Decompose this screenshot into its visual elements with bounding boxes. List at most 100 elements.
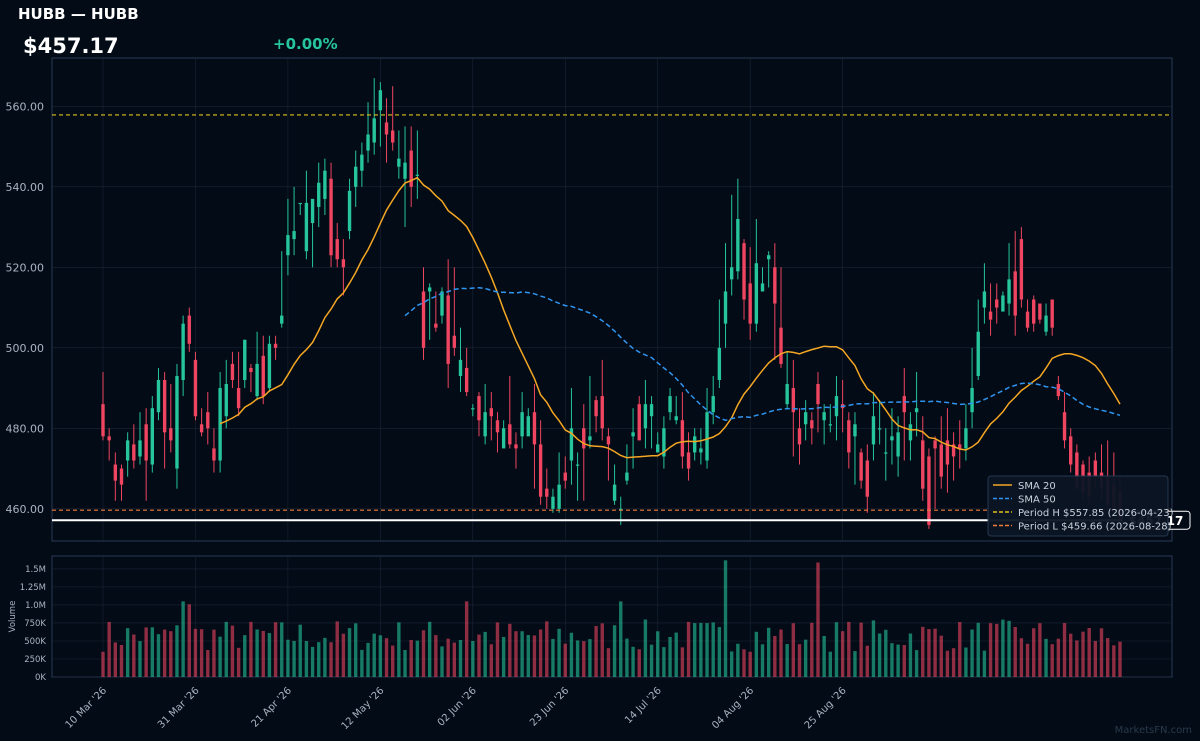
volume-bar (526, 635, 530, 677)
candle-body (520, 412, 524, 437)
volume-bar (144, 627, 148, 677)
candle-body (828, 424, 833, 426)
candle-body (119, 468, 124, 485)
volume-bar (964, 647, 968, 677)
volume-bar (125, 628, 130, 677)
candle-body (717, 347, 722, 380)
volume-bar (243, 635, 247, 677)
candle-body (193, 359, 198, 417)
candle-body (323, 170, 327, 199)
volume-bar (501, 636, 506, 677)
volume-bar (656, 631, 660, 677)
legend-label: Period L $459.66 (2026-08-28) (1018, 522, 1172, 533)
volume-bar (643, 619, 648, 677)
candle-body (625, 472, 629, 481)
volume-bar (1038, 623, 1042, 677)
candle-body (292, 231, 296, 240)
volume-bar (132, 634, 136, 677)
volume-bar (588, 639, 592, 677)
volume-bar (427, 621, 432, 677)
candle-body (452, 335, 457, 348)
candle-body (877, 428, 882, 430)
volume-bar (1075, 640, 1079, 677)
candle-body (637, 404, 641, 441)
price-tick-label: 540.00 (6, 181, 45, 194)
candle-body (766, 255, 771, 260)
volume-bar (292, 640, 296, 677)
candle-body (705, 412, 709, 461)
volume-bar (914, 650, 919, 677)
candle-body (588, 436, 592, 441)
volume-bar (175, 625, 179, 677)
candle-body (175, 375, 179, 469)
candle-body (508, 424, 512, 445)
volume-bar (662, 647, 666, 677)
legend: SMA 20 SMA 50 Period H $557.85 (2026-04-23… (987, 475, 1174, 537)
volume-bar (150, 627, 155, 677)
candle-body (902, 396, 906, 413)
volume-bar (446, 638, 450, 677)
current-price: $457.17 (23, 34, 119, 58)
volume-bar (464, 601, 469, 677)
volume-bar (1068, 633, 1073, 677)
candle-body (267, 343, 272, 389)
date-tick-label: 21 Apr '26 (250, 685, 294, 729)
price-tick-label: 520.00 (6, 261, 45, 274)
volume-bar (532, 635, 537, 677)
candle-body (132, 444, 136, 461)
candle-body (884, 452, 888, 454)
volume-bar (360, 649, 364, 677)
candle-body (532, 412, 537, 445)
candle-body (310, 198, 315, 224)
candle-body (939, 444, 943, 477)
volume-bar (452, 642, 457, 677)
volume-bar (760, 644, 765, 677)
volume-bar (206, 650, 210, 677)
candle-body (243, 339, 247, 380)
volume-bar (729, 651, 734, 677)
volume-bar (939, 635, 943, 677)
candle-body (662, 428, 666, 457)
volume-bar (649, 644, 654, 677)
candle-body (538, 444, 543, 497)
volume-bar (785, 644, 789, 677)
volume-bar (230, 625, 235, 677)
candle-body (853, 424, 857, 437)
candle-body (138, 440, 142, 457)
volume-bar (619, 601, 623, 677)
volume-bar (982, 650, 987, 677)
candle-body (680, 420, 685, 457)
candle-body (612, 484, 617, 501)
candle-body (736, 219, 740, 272)
candle-body (224, 384, 228, 417)
volume-bar (1013, 627, 1017, 677)
volume-bar (298, 624, 302, 677)
volume-bar (169, 631, 173, 677)
candle-body (514, 444, 518, 449)
candle-body (631, 432, 635, 437)
volume-bar (119, 644, 124, 677)
candle-body (606, 436, 611, 445)
candle-body (181, 323, 185, 380)
volume-tick-label: 0K (35, 673, 46, 683)
candle-body (415, 174, 420, 176)
legend-label: Period H $557.85 (2026-04-23) (1018, 508, 1174, 519)
candle-body (1056, 384, 1061, 397)
volume-bar (995, 623, 999, 677)
volume-bar (267, 633, 272, 677)
volume-bar (693, 623, 697, 677)
candle-body (526, 416, 530, 437)
chart-title: HUBB — HUBB (18, 5, 139, 23)
volume-bar (1118, 641, 1122, 677)
candle-body (273, 343, 278, 348)
candle-body (785, 384, 789, 405)
volume-bar (545, 621, 549, 677)
candle-body (649, 404, 654, 417)
volume-bar (101, 651, 105, 677)
candle-body (816, 384, 820, 405)
volume-bar (378, 635, 383, 677)
volume-tick-label: 1.0M (25, 601, 46, 611)
candle-body (914, 408, 919, 413)
candle-body (908, 424, 913, 441)
volume-bar (138, 641, 142, 677)
